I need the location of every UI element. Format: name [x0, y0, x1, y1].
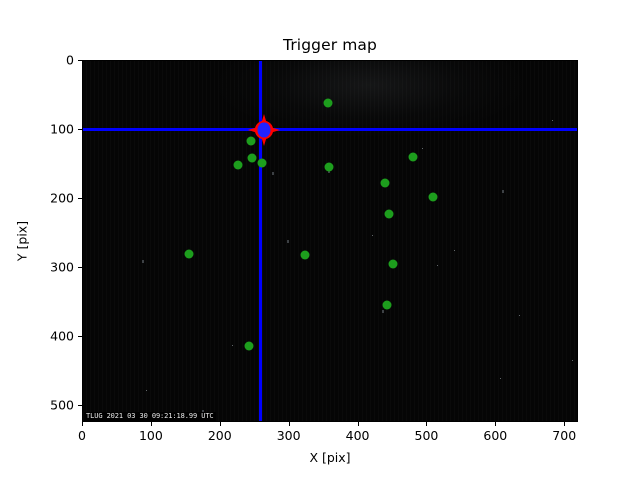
star-marker: [233, 160, 243, 170]
hot-pixel: [437, 265, 438, 266]
hot-pixel: [500, 378, 501, 379]
star-marker: [388, 259, 398, 269]
x-tick: [495, 422, 497, 426]
hot-pixel: [422, 148, 423, 149]
hot-pixel: [572, 360, 573, 361]
y-tick: [78, 404, 82, 406]
star-marker: [300, 250, 309, 260]
hot-pixel: [232, 345, 233, 346]
x-tick: [357, 422, 359, 426]
hot-pixel: [142, 260, 144, 263]
star-marker: [246, 136, 256, 146]
x-tick-label: 700: [552, 428, 577, 443]
star-marker: [247, 153, 257, 163]
star-marker: [244, 341, 254, 351]
star-marker: [408, 152, 418, 162]
x-tick: [426, 422, 428, 426]
page-title: Trigger map: [283, 36, 377, 54]
x-tick-label: 600: [483, 428, 508, 443]
hot-pixel: [272, 172, 274, 175]
y-tick-label: 200: [50, 190, 74, 206]
trigger-map-image[interactable]: TLUG 2021 03 30 09:21:18.99 UTC: [82, 60, 578, 422]
hot-pixel: [519, 315, 520, 316]
hot-pixel: [552, 120, 553, 121]
hot-pixel: [328, 170, 330, 173]
sensor-stripe-texture: [82, 60, 578, 422]
x-tick: [219, 422, 221, 426]
hot-pixel: [202, 410, 204, 413]
hot-pixel: [287, 240, 289, 243]
y-axis-label-wrap: Y [pix]: [15, 0, 30, 480]
hot-pixel: [382, 310, 384, 313]
y-tick-label: 400: [50, 328, 74, 344]
star-marker: [324, 162, 334, 172]
x-tick-label: 400: [345, 428, 370, 443]
x-tick-label: 300: [276, 428, 301, 443]
x-tick-label: 0: [78, 428, 86, 443]
y-axis-label: Y [pix]: [14, 220, 30, 262]
y-tick-label: 500: [50, 397, 74, 413]
x-axis-label: X [pix]: [309, 450, 351, 465]
hot-pixel: [146, 390, 147, 391]
timestamp-overlay: TLUG 2021 03 30 09:21:18.99 UTC: [84, 412, 216, 421]
hot-pixel: [502, 190, 504, 193]
x-tick: [564, 422, 566, 426]
x-tick-label: 200: [207, 428, 232, 443]
y-tick-label: 100: [50, 121, 74, 137]
star-marker: [384, 209, 394, 219]
star-marker: [257, 158, 267, 168]
star-marker: [382, 300, 392, 310]
x-tick: [150, 422, 152, 426]
hot-pixel: [372, 235, 373, 236]
crosshair-horizontal-line: [82, 127, 578, 131]
star-marker: [323, 98, 333, 108]
x-tick-label: 500: [414, 428, 439, 443]
x-tick: [82, 422, 83, 426]
sky-glow-gradient: [82, 60, 578, 422]
y-tick: [78, 266, 82, 268]
star-marker: [428, 192, 438, 202]
x-tick-label: 100: [138, 428, 163, 443]
star-marker: [380, 178, 390, 188]
y-tick: [78, 197, 82, 199]
y-tick: [78, 128, 82, 130]
crosshair-vertical-line: [258, 60, 262, 422]
y-tick: [78, 335, 82, 337]
centroid-marker: [257, 122, 271, 138]
y-tick-label: 0: [66, 52, 74, 68]
y-tick-label: 300: [50, 259, 74, 275]
y-tick: [78, 60, 82, 61]
x-tick: [288, 422, 290, 426]
hot-pixel: [454, 250, 455, 251]
star-marker: [184, 249, 194, 259]
